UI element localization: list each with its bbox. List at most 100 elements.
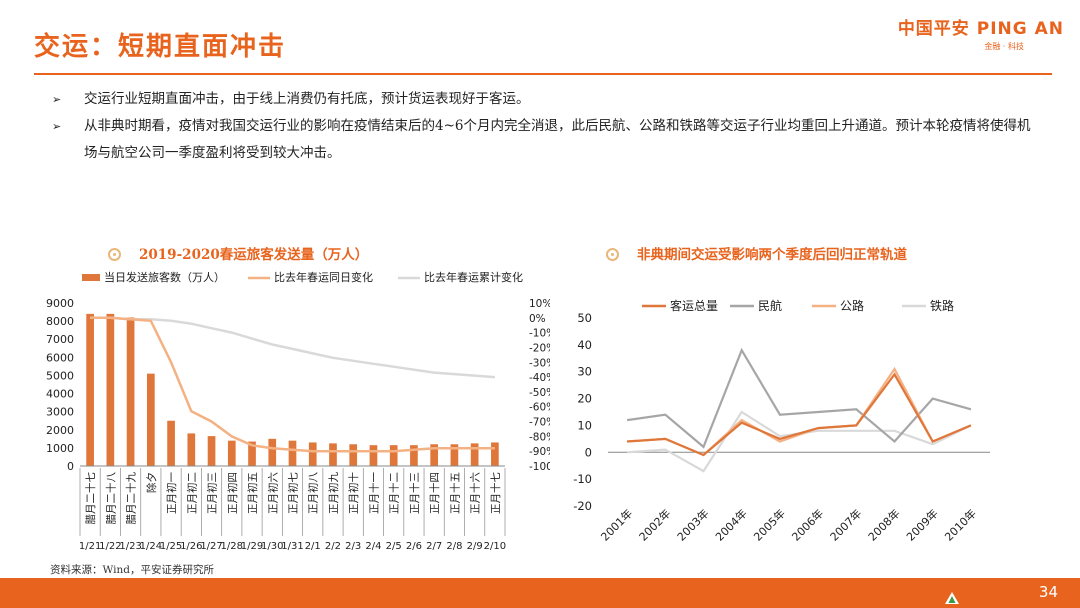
y-right-tick-label: -100%	[529, 461, 550, 473]
x-lunar-label: 正月十六	[469, 472, 482, 514]
title-divider	[34, 73, 1052, 75]
bullet-list: ➢ 交运行业短期直面冲击，由于线上消费仍有托底，预计货运表现好于客运。 ➢ 从非…	[52, 86, 1042, 167]
slide-title: 交运：短期直面冲击	[34, 32, 287, 62]
chart2-title-text: 非典期间交运受影响两个季度后回归正常轨道	[637, 247, 907, 263]
x-date-label: 1/30	[261, 541, 283, 552]
y-left-tick-label: 5000	[46, 369, 74, 382]
x-date-label: 2/5	[386, 541, 402, 552]
x-tick-label: 2002年	[636, 506, 673, 543]
x-tick-label: 2003年	[674, 506, 711, 543]
y-left-tick-label: 3000	[46, 406, 74, 419]
circle-marker-icon	[108, 248, 121, 261]
chart2-legend: 客运总量 民航 公路 铁路	[642, 298, 954, 313]
y-tick-label: 50	[577, 311, 592, 325]
x-lunar-label: 正月十七	[489, 472, 502, 514]
chart1-legend: 当日发送旅客数（万人） 比去年春运同日变化 比去年春运累计变化	[82, 270, 523, 284]
x-date-label: 2/7	[426, 541, 442, 552]
bullet-item-2: ➢ 从非典时期看，疫情对我国交运行业的影响在疫情结束后的4~6个月内完全消退，此…	[52, 113, 1042, 167]
x-lunar-label: 正月初二	[185, 472, 198, 514]
x-date-label: 2/9	[467, 541, 483, 552]
y-right-tick-label: -20%	[529, 342, 550, 354]
y-right-tick-label: -30%	[529, 357, 550, 369]
y-tick-label: 20	[577, 392, 592, 406]
y-right-tick-label: -80%	[529, 431, 550, 443]
logo-wordmark: 中国平安 PING AN	[897, 19, 1064, 39]
x-lunar-label: 正月初五	[246, 472, 259, 514]
x-date-label: 2/4	[365, 541, 381, 552]
footer-bar	[0, 578, 1080, 608]
bar	[349, 444, 358, 466]
bar	[491, 442, 499, 466]
bar	[288, 440, 297, 466]
line-same-day-change	[90, 316, 495, 453]
x-lunar-label: 正月初十	[347, 472, 360, 514]
x-tick-label: 2004年	[712, 506, 749, 543]
arrow-bullet-icon: ➢	[52, 93, 62, 106]
x-lunar-label: 正月十三	[408, 472, 421, 514]
x-date-label: 1/31	[281, 541, 303, 552]
y-left-tick-label: 4000	[46, 388, 74, 401]
y-left-tick-label: 1000	[46, 442, 74, 455]
x-tick-label: 2008年	[865, 506, 902, 543]
bar	[248, 441, 256, 466]
source-note: 资料来源：Wind，平安证券研究所	[50, 564, 214, 576]
line-cumulative-change	[90, 316, 495, 379]
x-date-label: 1/28	[221, 541, 243, 552]
y-right-tick-label: -90%	[529, 446, 550, 458]
x-date-label: 1/29	[241, 541, 263, 552]
bar	[308, 442, 317, 466]
bar	[207, 436, 216, 466]
y-tick-label: -20	[573, 499, 592, 513]
legend-label: 民航	[758, 298, 782, 313]
y-left-tick-label: 2000	[46, 424, 74, 437]
x-date-label: 1/21	[79, 541, 101, 552]
chart1-title-text: 2019-2020春运旅客发送量（万人）	[139, 247, 369, 263]
y-left-tick-label: 9000	[46, 297, 74, 310]
chart1-title: 2019-2020春运旅客发送量（万人）	[108, 243, 368, 263]
legend-label: 公路	[840, 298, 864, 313]
x-lunar-label: 正月初四	[226, 472, 239, 514]
arrow-bullet-icon: ➢	[52, 120, 62, 133]
y-tick-label: -10	[573, 472, 592, 486]
bar	[430, 444, 439, 466]
x-lunar-label: 腊月二十九	[125, 472, 138, 525]
y-left-tick-label: 6000	[46, 351, 74, 364]
bar	[329, 443, 337, 466]
x-lunar-label: 正月初六	[266, 472, 279, 514]
legend-label: 客运总量	[670, 298, 718, 313]
legend-label-cumulative: 比去年春运累计变化	[424, 270, 523, 284]
y-left-tick-label: 7000	[46, 333, 74, 346]
x-date-label: 2/10	[484, 541, 506, 552]
x-tick-label: 2006年	[789, 506, 826, 543]
logo-tagline: 金融 · 科技	[984, 42, 1024, 51]
x-date-label: 2/6	[406, 541, 422, 552]
x-tick-label: 2010年	[942, 506, 979, 543]
bar	[410, 445, 418, 466]
x-lunar-label: 正月初七	[287, 472, 300, 514]
x-lunar-label: 正月初九	[327, 472, 340, 514]
x-date-label: 1/23	[119, 541, 141, 552]
legend-label: 铁路	[930, 298, 954, 313]
y-tick-label: 30	[577, 365, 592, 379]
x-date-label: 2/3	[345, 541, 361, 552]
legend-label-same-day: 比去年春运同日变化	[274, 270, 373, 284]
x-date-label: 1/22	[99, 541, 121, 552]
bullet-text-2: 从非典时期看，疫情对我国交运行业的影响在疫情结束后的4~6个月内完全消退，此后民…	[84, 118, 1031, 161]
bar	[227, 440, 236, 466]
y-tick-label: 40	[577, 338, 592, 352]
x-tick-label: 2005年	[751, 506, 788, 543]
x-lunar-label: 正月初一	[165, 472, 178, 514]
x-date-label: 1/26	[180, 541, 202, 552]
bar	[369, 445, 378, 466]
x-lunar-label: 正月十二	[388, 472, 401, 514]
x-lunar-label: 腊月二十七	[84, 472, 97, 525]
y-right-tick-label: -40%	[529, 372, 550, 384]
legend-label-passengers: 当日发送旅客数（万人）	[104, 270, 225, 284]
ping-an-logo: 中国平安 PING AN 金融 · 科技	[898, 14, 1064, 52]
page-number: 34	[1038, 583, 1058, 601]
y-right-tick-label: -10%	[529, 328, 550, 340]
bar	[106, 313, 115, 466]
x-lunar-label: 除夕	[145, 472, 158, 493]
x-date-label: 1/24	[140, 541, 162, 552]
